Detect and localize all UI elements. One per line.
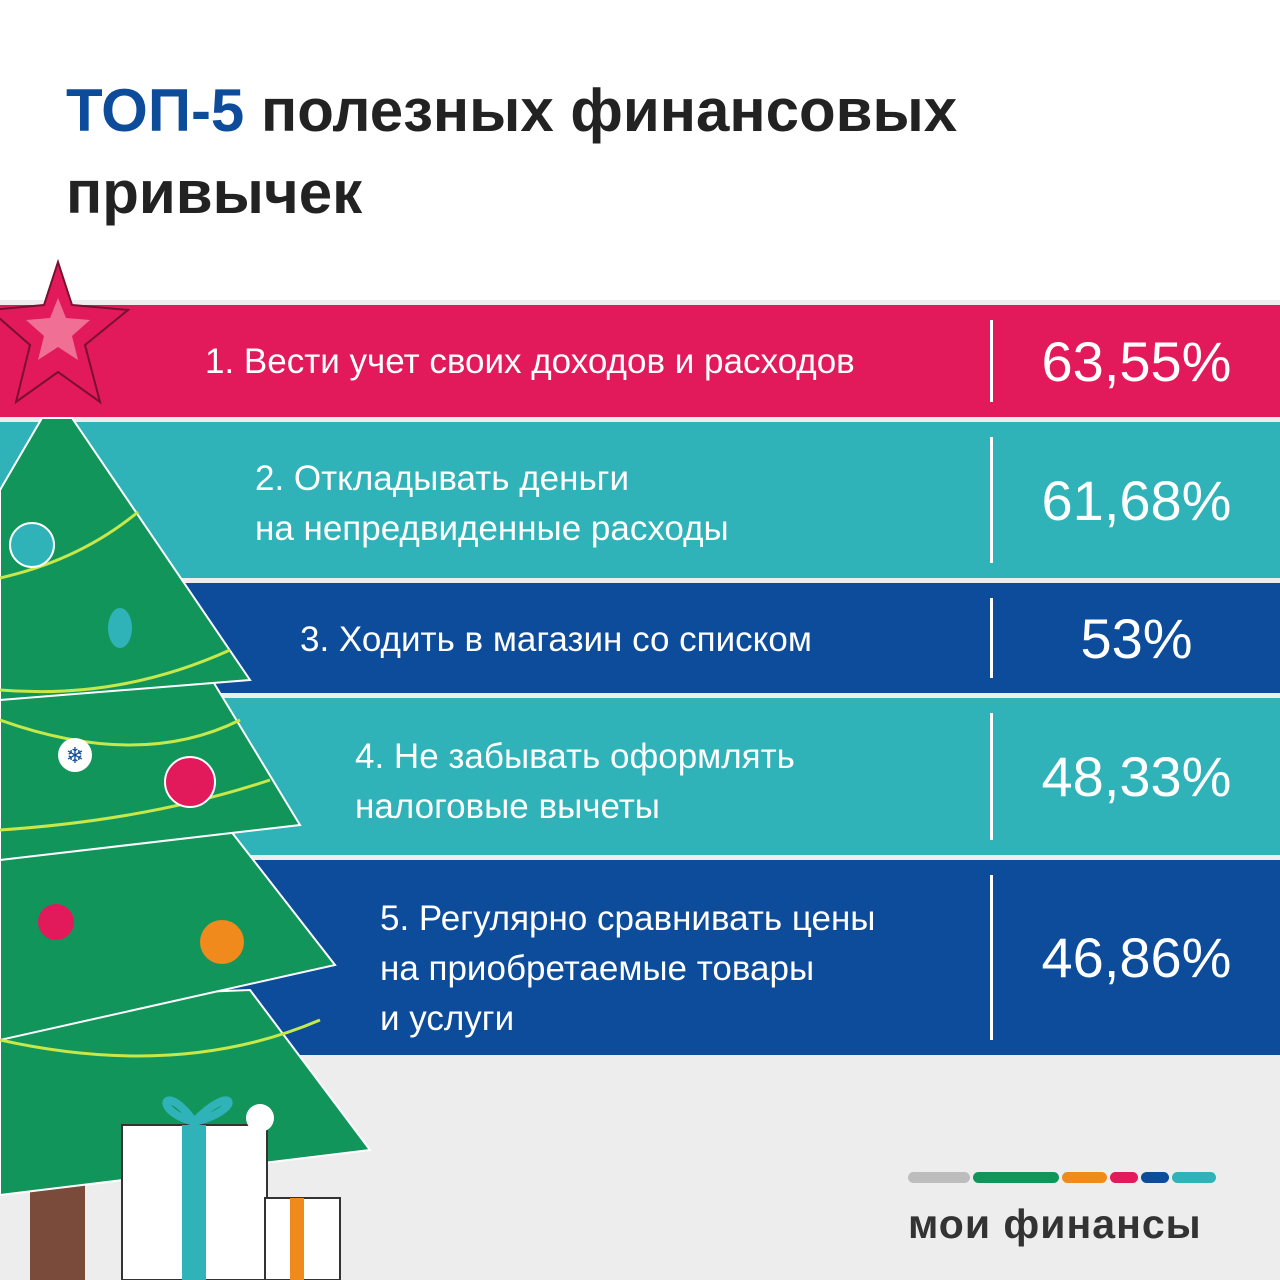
habit-row-2: 2. Откладывать деньги на непредвиденные р… bbox=[0, 422, 1280, 578]
ornament-icon bbox=[164, 756, 216, 808]
habit-percent: 63,55% bbox=[990, 320, 1280, 402]
logo-color-strip bbox=[908, 1172, 1216, 1183]
page-title: ТОП-5 полезных финансовых привычек bbox=[66, 77, 958, 226]
habit-percent: 46,86% bbox=[990, 875, 1280, 1040]
ornament-icon bbox=[200, 920, 244, 964]
habit-label: 4. Не забывать оформлять налоговые вычеты bbox=[355, 737, 795, 826]
habit-percent: 61,68% bbox=[990, 437, 1280, 563]
habit-label: 3. Ходить в магазин со списком bbox=[300, 620, 812, 659]
habit-label: 1. Вести учет своих доходов и расходов bbox=[205, 342, 855, 381]
logo-text: мои финансы bbox=[908, 1201, 1202, 1247]
snowflake-ornament-icon bbox=[58, 738, 92, 772]
star-highlight bbox=[26, 298, 90, 360]
ornament-icon bbox=[108, 608, 132, 648]
ornament-icon bbox=[38, 904, 74, 940]
christmas-tree-illustration: ❄ bbox=[0, 258, 372, 1280]
moi-finansy-logo: мои финансы bbox=[908, 1172, 1216, 1248]
tree-tier-1 bbox=[0, 417, 252, 702]
tree-trunk bbox=[30, 1180, 85, 1280]
habit-percent: 48,33% bbox=[990, 713, 1280, 840]
habit-label: 5. Регулярно сравнивать цены на приобрета… bbox=[380, 899, 876, 1038]
ornament-icon bbox=[9, 522, 55, 568]
habit-label: 2. Откладывать деньги на непредвиденные р… bbox=[255, 459, 729, 548]
habit-percent: 53% bbox=[990, 598, 1280, 678]
svg-text:❄: ❄ bbox=[66, 743, 84, 768]
habit-row-1: 1. Вести учет своих доходов и расходов 6… bbox=[0, 305, 1280, 417]
